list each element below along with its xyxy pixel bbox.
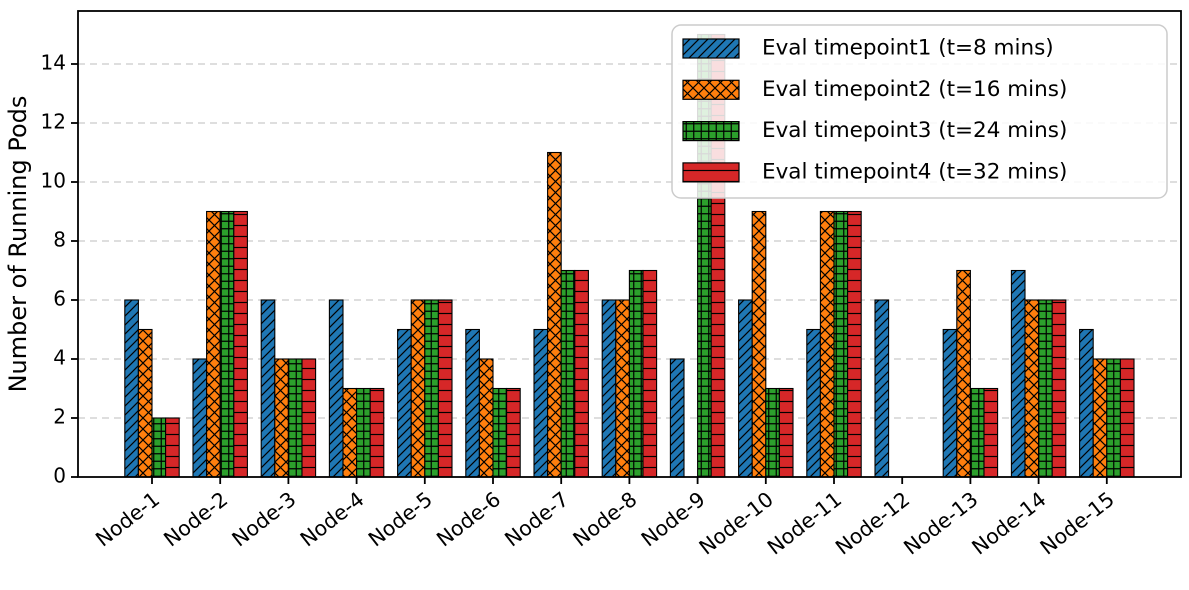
bar [260, 299, 276, 478]
bar [301, 358, 317, 478]
bar [833, 210, 849, 478]
bar [751, 210, 767, 478]
bar [615, 299, 630, 478]
bar [1038, 299, 1053, 478]
y-tick-label: 12 [41, 110, 66, 134]
bar [669, 358, 685, 478]
y-tick-label: 2 [53, 405, 66, 429]
bar [1079, 328, 1094, 478]
x-tick-label: Node-12 [831, 487, 914, 559]
x-tick-label: Node-4 [296, 487, 369, 551]
bar [492, 387, 508, 478]
bar [410, 299, 426, 478]
legend-swatch [682, 38, 740, 59]
bar [956, 269, 971, 478]
x-tick-label: Node-2 [159, 487, 232, 551]
bar [424, 299, 439, 478]
legend-swatch [682, 120, 740, 142]
y-axis-title: Number of Running Pods [4, 96, 32, 393]
bar [151, 417, 167, 478]
x-tick-label: Node-10 [695, 487, 778, 559]
bar [219, 210, 235, 478]
bar [437, 299, 453, 478]
bar [969, 387, 985, 478]
bar [342, 387, 358, 478]
bar [206, 210, 221, 478]
y-tick-label: 8 [53, 228, 66, 252]
bar [1051, 299, 1067, 478]
x-tick-label: Node-6 [432, 487, 505, 551]
x-tick-label: Node-15 [1036, 487, 1119, 559]
bar [506, 387, 521, 478]
bar [192, 358, 208, 478]
bar [819, 210, 835, 478]
bar-groups [124, 33, 1135, 478]
y-tick-label: 0 [53, 464, 66, 488]
x-tick-label: Node-5 [364, 487, 437, 551]
bar [328, 299, 344, 478]
bar [233, 210, 248, 478]
x-tick-label: Node-8 [568, 487, 641, 551]
bar [1106, 358, 1121, 478]
x-tick-label: Node-13 [899, 487, 982, 559]
bar [478, 358, 494, 478]
bar [738, 299, 753, 478]
bar [547, 151, 562, 478]
y-tick-label: 14 [41, 51, 66, 75]
bar [287, 358, 303, 478]
bar [397, 328, 412, 478]
bar [124, 299, 139, 478]
x-tick-label: Node-1 [91, 487, 164, 551]
x-axis: Node-1Node-2Node-3Node-4Node-5Node-6Node… [91, 477, 1119, 560]
bar [874, 299, 890, 478]
bar [560, 269, 576, 478]
bar [1010, 269, 1026, 478]
bar [137, 328, 153, 478]
bar [806, 328, 821, 478]
x-tick-label: Node-3 [227, 487, 300, 551]
legend-swatch [682, 79, 740, 100]
legend-label: Eval timepoint2 (t=16 mins) [762, 77, 1067, 102]
bar [465, 328, 480, 478]
y-tick-label: 10 [41, 169, 66, 193]
legend-swatch [682, 162, 740, 183]
legend-label: Eval timepoint4 (t=32 mins) [762, 159, 1067, 184]
bar [165, 417, 180, 478]
legend-label: Eval timepoint3 (t=24 mins) [762, 118, 1067, 143]
bar [574, 269, 589, 478]
bar [533, 328, 549, 478]
y-tick-label: 4 [53, 346, 66, 370]
bar [628, 269, 644, 478]
bar [942, 328, 958, 478]
bar [601, 299, 617, 478]
bar [642, 269, 658, 478]
legend-label: Eval timepoint1 (t=8 mins) [762, 36, 1054, 61]
legend: Eval timepoint1 (t=8 mins) Eval timepoint… [671, 24, 1168, 199]
bar [1119, 358, 1135, 478]
bar [1024, 299, 1040, 478]
bar [1092, 358, 1108, 478]
bar [778, 387, 794, 478]
y-tick-label: 6 [53, 287, 66, 311]
x-tick-label: Node-14 [967, 487, 1050, 559]
bar [983, 387, 999, 478]
bar [765, 387, 780, 478]
bar [356, 387, 371, 478]
x-tick-label: Node-11 [763, 487, 846, 559]
bar [847, 210, 862, 478]
bar [274, 358, 289, 478]
y-axis: 0 2 4 6 8 10 12 14 [41, 51, 78, 488]
x-tick-label: Node-7 [500, 487, 573, 551]
bar [369, 387, 385, 478]
